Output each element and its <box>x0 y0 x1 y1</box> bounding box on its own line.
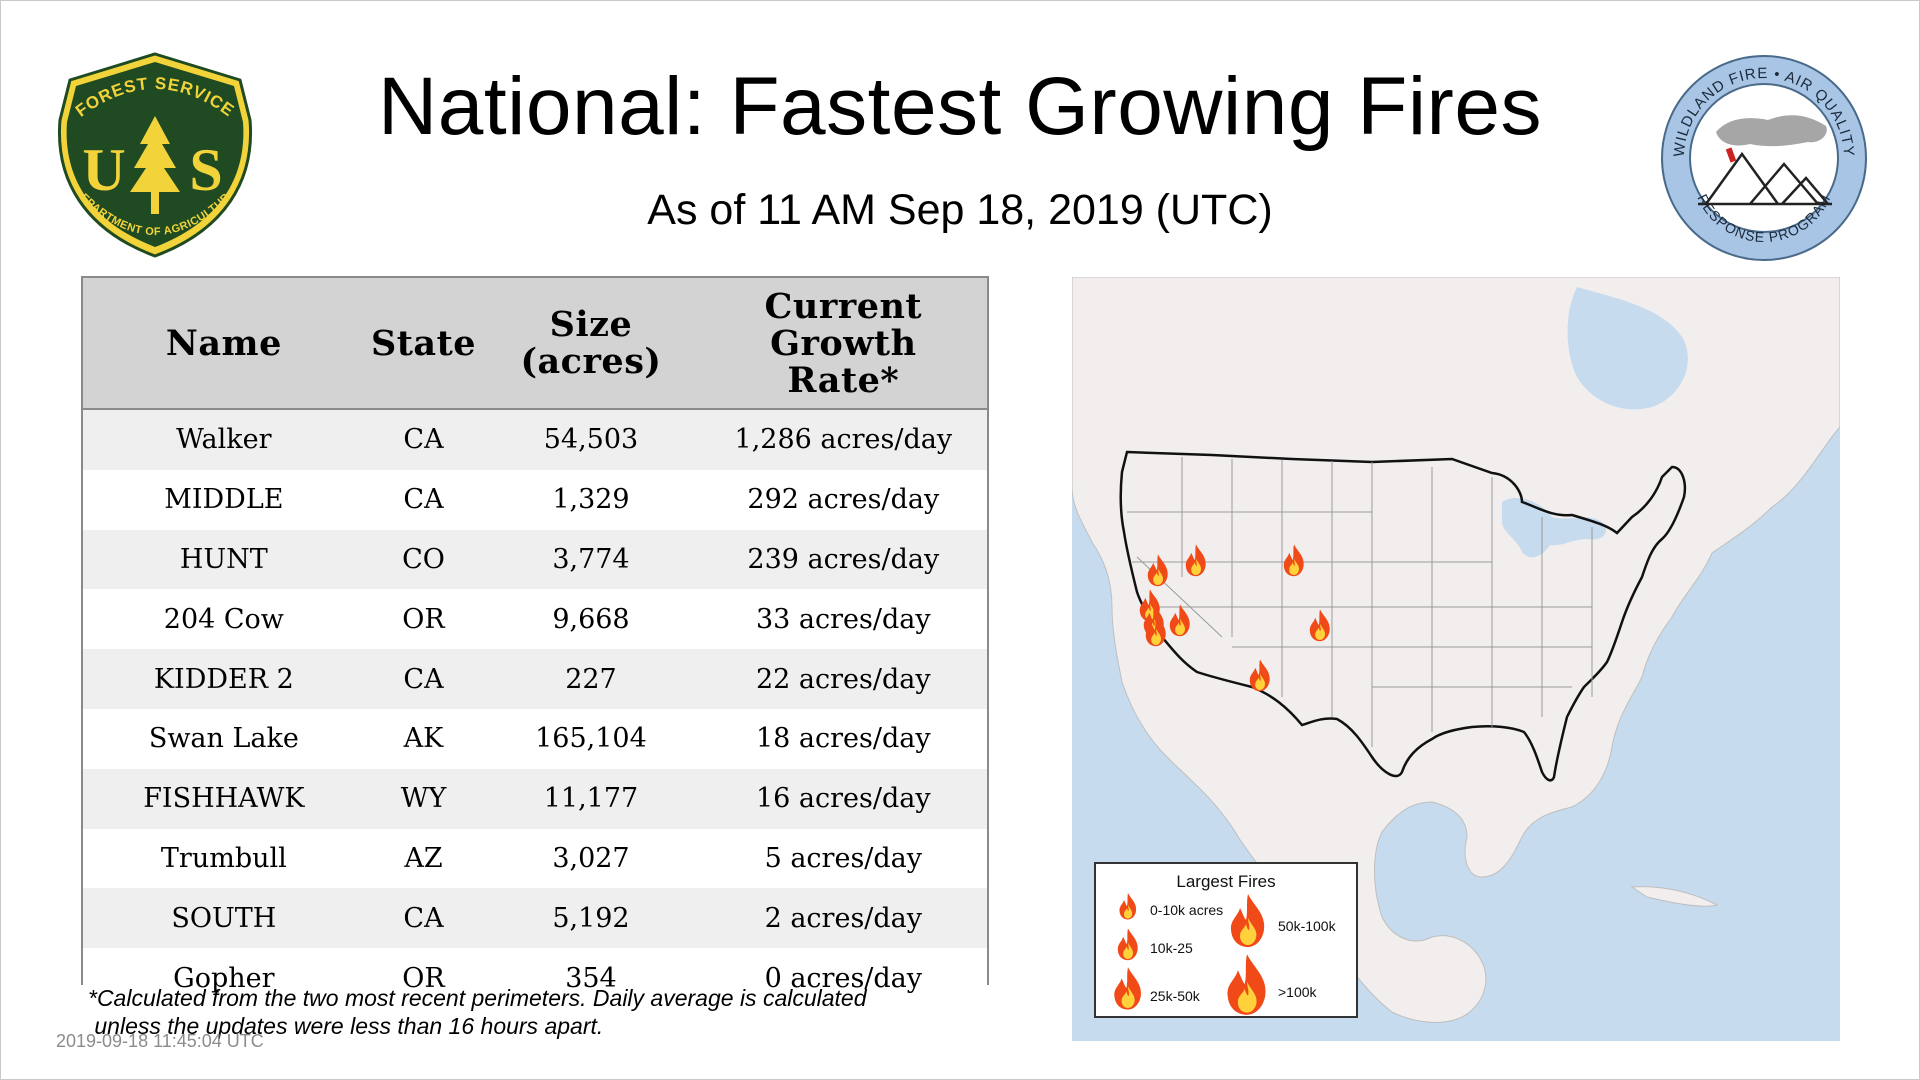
cell-rate: 1,286 acres/day <box>699 409 987 470</box>
table-row: Trumbull AZ 3,027 5 acres/day <box>83 828 987 889</box>
footnote-line1: *Calculated from the two most recent per… <box>88 985 867 1011</box>
header-size-line2: (acres) <box>520 341 662 382</box>
cell-name: Swan Lake <box>83 708 365 769</box>
cell-rate: 16 acres/day <box>699 768 987 829</box>
mountains-icon <box>1698 151 1832 206</box>
cell-name: Walker <box>83 409 365 470</box>
cell-name: MIDDLE <box>83 469 365 530</box>
header-size-line1: Size <box>549 304 633 345</box>
cell-size: 9,668 <box>482 589 700 650</box>
cell-state: CA <box>364 409 483 470</box>
cell-size: 54,503 <box>482 409 700 470</box>
page-title: National: Fastest Growing Fires <box>378 61 1542 152</box>
header-rate-line1: Current <box>764 285 923 327</box>
land-mass <box>1072 277 1840 1023</box>
cell-size: 11,177 <box>482 768 700 829</box>
legend-label-25k-50k: 25k-50k <box>1150 988 1200 1004</box>
cell-rate: 0 acres/day <box>699 948 987 1008</box>
table-header-row: Name State Size (acres) Current Growth R… <box>83 278 987 410</box>
header-growth-rate: Current Growth Rate* <box>699 278 987 410</box>
header-state: State <box>364 278 483 410</box>
cell-size: 1,329 <box>482 469 700 530</box>
header-size: Size (acres) <box>482 278 700 410</box>
cell-state: CA <box>364 888 483 949</box>
cell-rate: 239 acres/day <box>699 529 987 590</box>
cell-state: CA <box>364 649 483 709</box>
svg-text:U: U <box>82 137 125 203</box>
cell-state: AK <box>364 708 483 769</box>
footnote-line2: unless the updates were less than 16 hou… <box>88 1013 604 1039</box>
cell-size: 3,027 <box>482 828 700 889</box>
cell-state: AZ <box>364 828 483 889</box>
pine-tree-icon <box>130 116 180 214</box>
hudson-bay <box>1567 287 1688 410</box>
flame-icon <box>1118 892 1138 920</box>
great-lakes <box>1502 497 1607 558</box>
cell-name: Trumbull <box>83 828 365 889</box>
legend-label-0-10k: 0-10k acres <box>1150 902 1224 918</box>
cell-state: OR <box>364 589 483 650</box>
page-subtitle: As of 11 AM Sep 18, 2019 (UTC) <box>647 186 1273 234</box>
map-legend: Largest Fires 0-10k acres 10k-25 25k-50k… <box>1094 862 1358 1018</box>
cell-rate: 22 acres/day <box>699 649 987 709</box>
table-row: FISHHAWK WY 11,177 16 acres/day <box>83 768 987 829</box>
table-row: MIDDLE CA 1,329 292 acres/day <box>83 469 987 530</box>
wildland-fire-air-quality-logo: WILDLAND FIRE • AIR QUALITY RESPONSE PRO… <box>1661 55 1867 261</box>
cell-state: WY <box>364 768 483 829</box>
cell-rate: 292 acres/day <box>699 469 987 530</box>
table-row: HUNT CO 3,774 239 acres/day <box>83 529 987 590</box>
cell-size: 354 <box>482 948 700 1008</box>
cell-size: 165,104 <box>482 708 700 769</box>
cell-rate: 2 acres/day <box>699 888 987 949</box>
cell-name: HUNT <box>83 529 365 590</box>
table-row: Gopher OR 354 0 acres/day <box>83 948 987 1008</box>
cell-name: FISHHAWK <box>83 768 365 829</box>
footnote: *Calculated from the two most recent per… <box>88 984 988 1040</box>
us-border <box>1119 450 1687 782</box>
flame-icon <box>1116 926 1140 962</box>
legend-label-100k-plus: >100k <box>1278 984 1317 1000</box>
flame-icon <box>1112 964 1144 1012</box>
cell-name: Gopher <box>83 948 365 1008</box>
table-row: Swan Lake AK 165,104 18 acres/day <box>83 708 987 769</box>
generated-timestamp: 2019-09-18 11:45:04 UTC <box>56 1031 264 1051</box>
svg-text:S: S <box>189 137 222 203</box>
cell-size: 5,192 <box>482 888 700 949</box>
table-row: Walker CA 54,503 1,286 acres/day <box>83 409 987 470</box>
flame-icon <box>1228 892 1268 948</box>
forest-service-logo: FOREST SERVICE DEPARTMENT OF AGRICULTURE… <box>50 50 253 258</box>
table-row: SOUTH CA 5,192 2 acres/day <box>83 888 987 949</box>
cell-name: SOUTH <box>83 888 365 949</box>
table-row: 204 Cow OR 9,668 33 acres/day <box>83 589 987 650</box>
header-rate-line3: Rate* <box>787 359 900 401</box>
cell-name: KIDDER 2 <box>83 649 365 709</box>
cell-rate: 5 acres/day <box>699 828 987 889</box>
table-row: KIDDER 2 CA 227 22 acres/day <box>83 649 987 709</box>
fires-table: Name State Size (acres) Current Growth R… <box>81 276 989 1008</box>
cell-size: 3,774 <box>482 529 700 590</box>
legend-label-50k-100k: 50k-100k <box>1278 918 1336 934</box>
cell-name: 204 Cow <box>83 589 365 650</box>
cuba <box>1630 886 1719 907</box>
smoke-plume-icon <box>1716 115 1827 147</box>
cell-state: CO <box>364 529 483 590</box>
header-rate-line2: Growth <box>770 322 917 364</box>
fire-marker-icon <box>1725 147 1737 163</box>
cell-state: CA <box>364 469 483 530</box>
header-name: Name <box>83 278 365 410</box>
flame-icon <box>1224 952 1270 1016</box>
cell-size: 227 <box>482 649 700 709</box>
cell-rate: 33 acres/day <box>699 589 987 650</box>
cell-state: OR <box>364 948 483 1008</box>
legend-label-10k-25: 10k-25 <box>1150 940 1193 956</box>
cell-rate: 18 acres/day <box>699 708 987 769</box>
legend-title: Largest Fires <box>1176 872 1276 891</box>
